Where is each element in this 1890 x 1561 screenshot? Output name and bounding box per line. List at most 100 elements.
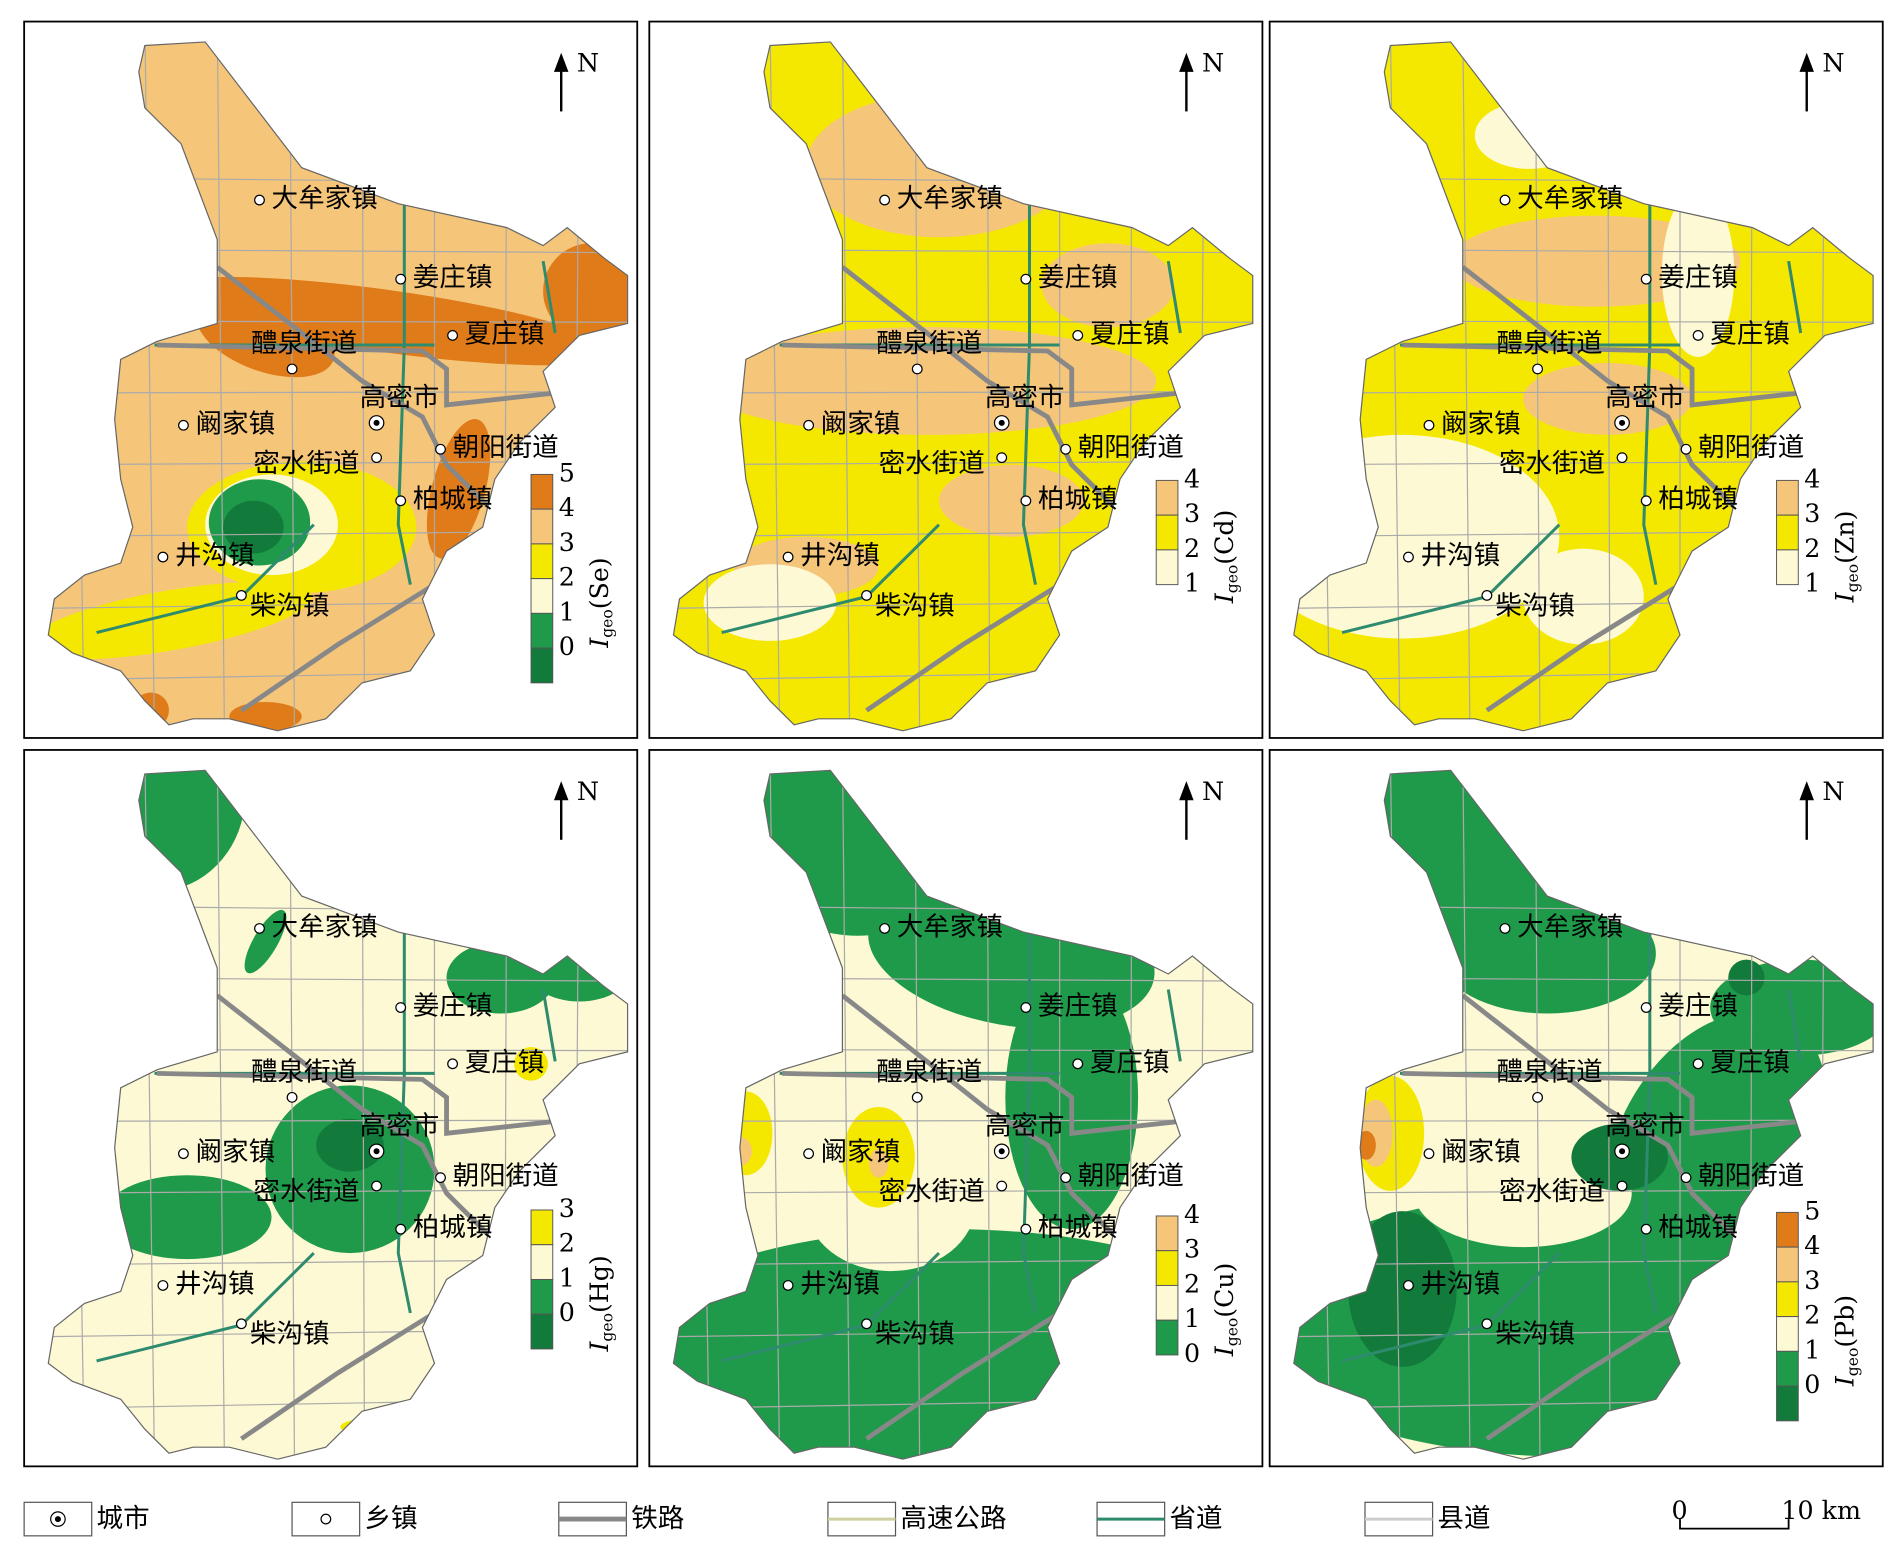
legend-swatch xyxy=(1776,1211,1799,1248)
town-label: 柏城镇 xyxy=(1658,1212,1738,1243)
town-symbol xyxy=(996,452,1008,464)
legend-subscript: geo xyxy=(597,609,616,638)
town-label: 姜庄镇 xyxy=(1038,262,1118,293)
town-symbol xyxy=(1072,330,1084,341)
town-label: 柏城镇 xyxy=(413,484,493,515)
legend-tick-label: 5 xyxy=(1804,1196,1820,1225)
provincial-road xyxy=(396,201,412,585)
key-label: 乡镇 xyxy=(364,1503,417,1534)
town-label: 夏庄镇 xyxy=(465,319,545,350)
railway xyxy=(1461,993,1743,1243)
zone xyxy=(868,1148,889,1178)
town-label: 柏城镇 xyxy=(1658,484,1738,515)
town-symbol xyxy=(371,1180,382,1192)
town-symbol xyxy=(447,1058,459,1070)
county-road xyxy=(841,41,851,731)
zone xyxy=(223,500,284,554)
town-symbol xyxy=(235,1318,247,1330)
city-dot xyxy=(1619,1148,1626,1155)
town-symbol xyxy=(1020,273,1032,285)
town-label: 高密市 xyxy=(985,1110,1065,1141)
legend-title: Igeo(Se) xyxy=(585,557,616,648)
zone xyxy=(132,692,169,729)
town-label: 密水街道 xyxy=(879,1176,985,1207)
town-label: 阚家镇 xyxy=(821,1137,901,1168)
town-symbol xyxy=(1532,363,1544,375)
legend-symbol: I xyxy=(1830,1375,1859,1387)
legend-swatch xyxy=(1155,479,1179,516)
legend-swatch xyxy=(1155,1319,1179,1356)
legend-tick-label: 2 xyxy=(1184,534,1200,563)
town-label: 阚家镇 xyxy=(1441,1137,1521,1168)
legend-tick-label: 0 xyxy=(1184,1339,1200,1368)
north-arrow-head xyxy=(1179,52,1194,72)
town-label: 醴泉街道 xyxy=(1497,1056,1603,1087)
town-label: 柴沟镇 xyxy=(250,590,330,621)
town-symbol xyxy=(1060,443,1072,455)
town-symbol xyxy=(1680,1172,1692,1184)
legend-swatch xyxy=(530,1209,554,1246)
town-label: 姜庄镇 xyxy=(1658,991,1738,1022)
legend-tick-label: 2 xyxy=(1184,1270,1200,1299)
town-symbol xyxy=(1692,330,1704,341)
zone xyxy=(703,564,837,641)
town-label: 夏庄镇 xyxy=(1710,1047,1790,1078)
legend-title: Igeo(Cd) xyxy=(1210,510,1241,604)
legend-tick-label: 5 xyxy=(559,458,575,487)
legend-element: (Se) xyxy=(585,557,614,609)
town-symbol xyxy=(447,330,459,341)
town-symbol xyxy=(435,443,446,455)
town-label: 夏庄镇 xyxy=(1710,319,1790,350)
legend-tick-label: 2 xyxy=(559,563,575,592)
provincial-road xyxy=(1021,929,1037,1314)
legend-swatch xyxy=(1776,1350,1799,1387)
legend-tick-label: 3 xyxy=(1184,1235,1200,1264)
legend-swatch xyxy=(530,543,554,580)
town-label: 高密市 xyxy=(985,382,1065,413)
railway xyxy=(156,342,556,408)
county-road xyxy=(48,391,628,394)
town-label: 阚家镇 xyxy=(821,408,901,439)
town-label: 高密市 xyxy=(360,1110,440,1141)
legend-swatch xyxy=(1776,1246,1799,1283)
town-label: 姜庄镇 xyxy=(1658,262,1738,293)
town-symbol xyxy=(1640,1223,1652,1235)
legend-title: Igeo(Hg) xyxy=(585,1255,616,1352)
town-symbol xyxy=(1481,1318,1493,1330)
legend-subscript: geo xyxy=(1843,564,1862,593)
zone xyxy=(1041,243,1175,328)
town-label: 姜庄镇 xyxy=(413,991,493,1022)
zone xyxy=(697,327,1157,435)
legend-swatch xyxy=(530,578,554,614)
town-label: 柏城镇 xyxy=(1038,1212,1118,1243)
town-label: 密水街道 xyxy=(253,1176,359,1207)
panel-frame xyxy=(1268,749,1884,1468)
railway xyxy=(782,342,1181,408)
legend-tick-label: 1 xyxy=(1184,1304,1200,1333)
legend-subscript: geo xyxy=(1222,565,1241,594)
legend-title: Igeo(Cu) xyxy=(1210,1263,1241,1358)
town-label: 阚家镇 xyxy=(196,1137,276,1168)
town-symbol xyxy=(235,590,247,601)
legend-element: (Cu) xyxy=(1210,1263,1239,1318)
legend-symbol: I xyxy=(585,637,614,649)
zone xyxy=(48,581,312,660)
key-label: 铁路 xyxy=(631,1503,684,1534)
town-label: 姜庄镇 xyxy=(1038,991,1118,1022)
railway xyxy=(840,993,1122,1243)
town-label: 柏城镇 xyxy=(1038,484,1118,515)
town-label: 柴沟镇 xyxy=(1495,590,1575,621)
legend-swatch xyxy=(1155,1215,1179,1252)
zone xyxy=(1728,959,1765,996)
legend-swatch xyxy=(1155,1284,1179,1321)
town-label: 密水街道 xyxy=(253,448,359,479)
town-label: 大牟家镇 xyxy=(897,183,1003,214)
town-label: 姜庄镇 xyxy=(413,262,493,293)
county-road xyxy=(673,391,1253,394)
zone xyxy=(806,93,1072,238)
town-label: 阚家镇 xyxy=(196,408,276,439)
legend-tick-label: 4 xyxy=(1184,464,1200,493)
railway xyxy=(1485,582,1682,713)
town-symbol xyxy=(1060,1172,1072,1184)
